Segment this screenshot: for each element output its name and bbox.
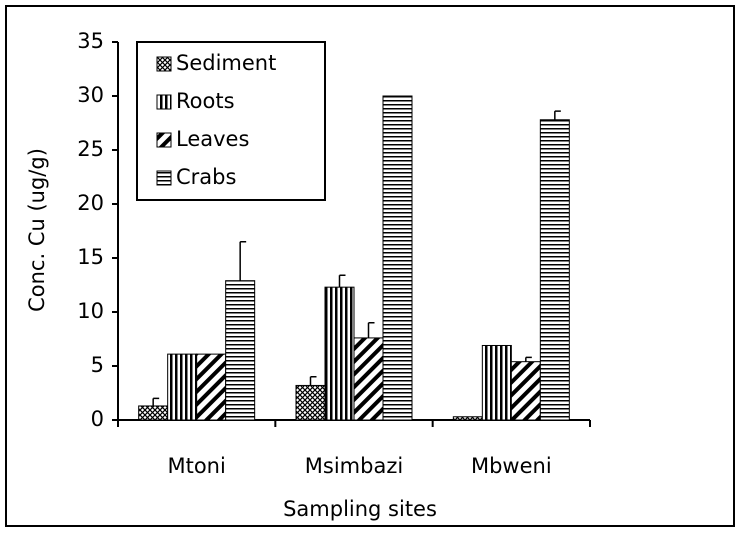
- legend-swatch: [156, 170, 172, 186]
- bar: [353, 337, 384, 421]
- x-axis-label: Sampling sites: [283, 497, 437, 521]
- y-tick-label: 30: [77, 83, 104, 107]
- x-tick-label: Msimbazi: [305, 454, 403, 478]
- legend-label: Sediment: [176, 51, 276, 75]
- x-tick-label: Mbweni: [471, 454, 552, 478]
- error-bar: [338, 274, 346, 288]
- bar: [196, 353, 227, 421]
- bar: [324, 286, 355, 421]
- error-bar: [309, 376, 317, 386]
- bar: [167, 353, 198, 421]
- legend-label: Crabs: [176, 165, 236, 189]
- x-tick-label: Mtoni: [167, 454, 225, 478]
- error-bar: [367, 322, 375, 338]
- legend-label: Roots: [176, 89, 235, 113]
- error-bar: [525, 356, 532, 362]
- legend-swatch: [156, 56, 172, 72]
- bar: [225, 280, 256, 421]
- legend-swatch: [156, 94, 172, 110]
- y-axis-label: Conc. Cu (ug/g): [25, 148, 49, 312]
- bar: [481, 344, 512, 421]
- y-tick-label: 20: [77, 191, 104, 215]
- y-tick-label: 5: [91, 353, 104, 377]
- bar: [452, 416, 483, 421]
- bar: [539, 119, 570, 421]
- bar: [382, 95, 413, 421]
- y-tick-label: 25: [77, 137, 104, 161]
- bar: [295, 384, 326, 421]
- legend-swatch: [156, 132, 172, 148]
- y-tick-label: 10: [77, 299, 104, 323]
- error-bar: [152, 397, 160, 406]
- y-tick-label: 15: [77, 245, 104, 269]
- y-tick-label: 35: [77, 29, 104, 53]
- error-bar: [554, 110, 561, 120]
- legend-label: Leaves: [176, 127, 249, 151]
- bar: [138, 405, 169, 421]
- error-bar: [239, 241, 247, 281]
- y-tick-label: 0: [91, 407, 104, 431]
- bar: [510, 361, 541, 421]
- frame: [5, 5, 735, 527]
